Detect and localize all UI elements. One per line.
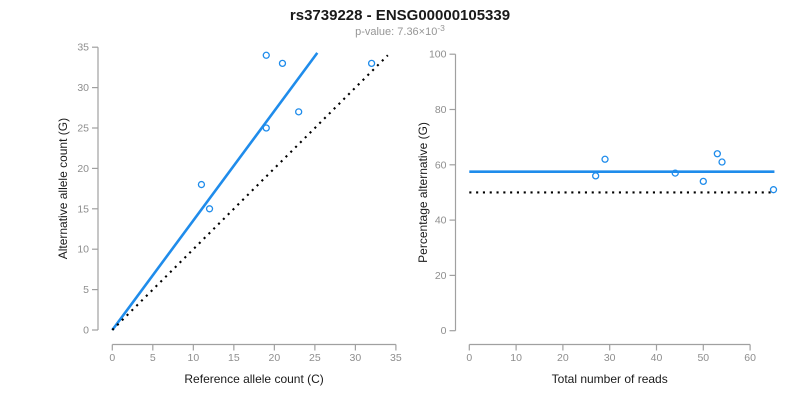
y-tick-label: 60 — [435, 159, 447, 171]
x-tick-label: 0 — [466, 352, 472, 364]
data-point — [718, 158, 726, 166]
x-tick-label: 20 — [269, 352, 281, 364]
y-tick-label: 10 — [77, 244, 89, 256]
x-tick-label: 40 — [651, 352, 663, 364]
x-tick-label: 30 — [604, 352, 616, 364]
y-tick-label: 20 — [77, 163, 89, 175]
y-tick-label: 80 — [435, 104, 447, 116]
data-point — [262, 51, 270, 59]
x-axis-title: Reference allele count (C) — [184, 372, 323, 386]
x-tick-label: 20 — [557, 352, 569, 364]
data-point — [699, 177, 707, 186]
y-tick-label: 25 — [77, 123, 89, 135]
data-point — [713, 150, 721, 158]
figure-title: rs3739228 - ENSG00000105339 — [290, 7, 510, 24]
data-point — [278, 59, 287, 68]
x-tick-label: 50 — [697, 352, 709, 364]
y-tick-label: 20 — [435, 270, 447, 282]
y-tick-label: 40 — [435, 215, 447, 227]
pvalue-text: p-value: 7.36×10 — [355, 26, 437, 38]
identity-line — [111, 54, 389, 331]
right-scatter-panel: 0 10 20 30 40 50 60 0 20 40 60 80 100 Total number of… — [416, 49, 778, 386]
y-tick-label: 30 — [77, 82, 89, 94]
y-tick-label: 15 — [77, 203, 89, 215]
x-tick-label: 15 — [228, 352, 240, 364]
x-axis-title: Total number of reads — [552, 372, 668, 386]
y-axis-title: Percentage alternative (G) — [416, 122, 430, 263]
x-tick-label: 10 — [187, 352, 199, 364]
x-tick-label: 25 — [309, 352, 321, 364]
data-point — [262, 124, 270, 132]
x-tick-label: 30 — [350, 352, 362, 364]
data-point — [769, 186, 778, 194]
fit-line — [111, 52, 319, 331]
pvalue-exponent: -3 — [437, 23, 445, 33]
x-tick-label: 0 — [109, 352, 115, 364]
x-tick-label: 35 — [390, 352, 402, 364]
x-tick-label: 10 — [510, 352, 522, 364]
x-tick-label: 60 — [744, 352, 756, 364]
y-tick-label: 0 — [83, 325, 89, 337]
data-point — [205, 205, 214, 213]
y-tick-label: 5 — [83, 284, 89, 296]
data-point — [671, 169, 679, 177]
data-point — [197, 180, 206, 189]
data-point — [295, 108, 303, 116]
y-tick-label: 35 — [77, 42, 89, 54]
y-axis-title: Alternative allele count (G) — [56, 118, 70, 259]
y-tick-label: 0 — [441, 325, 447, 337]
data-point — [601, 155, 609, 163]
x-tick-label: 5 — [150, 352, 156, 364]
figure-subtitle: p-value: 7.36×10-3 — [355, 23, 445, 38]
data-point — [592, 172, 600, 180]
y-tick-label: 100 — [429, 49, 447, 61]
left-scatter-panel: 0 5 10 15 20 25 30 35 0 5 10 15 20 25 30 35 Reference al… — [56, 42, 402, 386]
data-point — [367, 59, 376, 68]
